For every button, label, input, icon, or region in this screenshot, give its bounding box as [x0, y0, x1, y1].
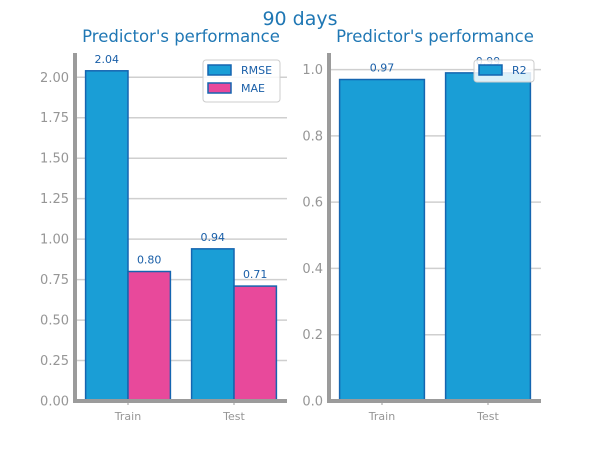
chart-left: Predictor's performance 0.00 0.25 0.50 0.75 1… [40, 27, 287, 423]
bar-rmse-train [84, 70, 129, 402]
y-tick-label: 0.25 [40, 354, 69, 369]
chart-right: Predictor's performance 0.0 0.2 0.4 0.6 0.8 1.… [302, 27, 541, 423]
y-tick-label: 0.6 [302, 196, 323, 211]
y-tick-label: 1.50 [40, 152, 69, 167]
y-tick-label: 1.0 [302, 63, 323, 78]
legend-swatch [207, 64, 232, 76]
legend-label: R2 [512, 64, 527, 77]
bar-value-label: 2.04 [95, 53, 120, 66]
y-tick-label: 0.0 [302, 395, 323, 410]
legend-label: MAE [241, 82, 265, 95]
y-tick-label: 1.00 [40, 233, 69, 248]
x-tick-label: Train [114, 410, 141, 423]
legend-label: RMSE [241, 64, 272, 77]
x-tick-label: Test [476, 410, 499, 423]
y-tick-label: 0.00 [40, 395, 69, 410]
chart-title: Predictor's performance [336, 27, 534, 46]
legend-swatch [478, 64, 503, 76]
bar-value-label: 0.80 [137, 254, 162, 267]
legend-swatch [207, 82, 232, 94]
bar-mae-test [233, 285, 278, 402]
bar-mae-train [127, 270, 172, 402]
chart-title: Predictor's performance [82, 27, 280, 46]
x-tick-label: Test [222, 410, 245, 423]
bar-value-label: 0.71 [243, 268, 268, 281]
bar-r2-train [338, 78, 426, 402]
y-tick-label: 0.4 [302, 262, 323, 277]
bar-value-label: 0.97 [370, 62, 395, 75]
legend: R2 [473, 59, 535, 83]
y-tick-label: 0.50 [40, 314, 69, 329]
y-tick-label: 1.75 [40, 111, 69, 126]
bar-r2-test [444, 72, 532, 402]
figure-title: 90 days [262, 8, 337, 30]
y-tick-label: 0.2 [302, 328, 323, 343]
legend: RMSE MAE [202, 59, 281, 103]
y-tick-label: 0.75 [40, 273, 69, 288]
y-tick-label: 0.8 [302, 129, 323, 144]
y-tick-label: 1.25 [40, 192, 69, 207]
y-tick-label: 2.00 [40, 71, 69, 86]
x-tick-label: Train [368, 410, 395, 423]
bar-rmse-test [190, 248, 235, 402]
bar-value-label: 0.94 [201, 231, 226, 244]
